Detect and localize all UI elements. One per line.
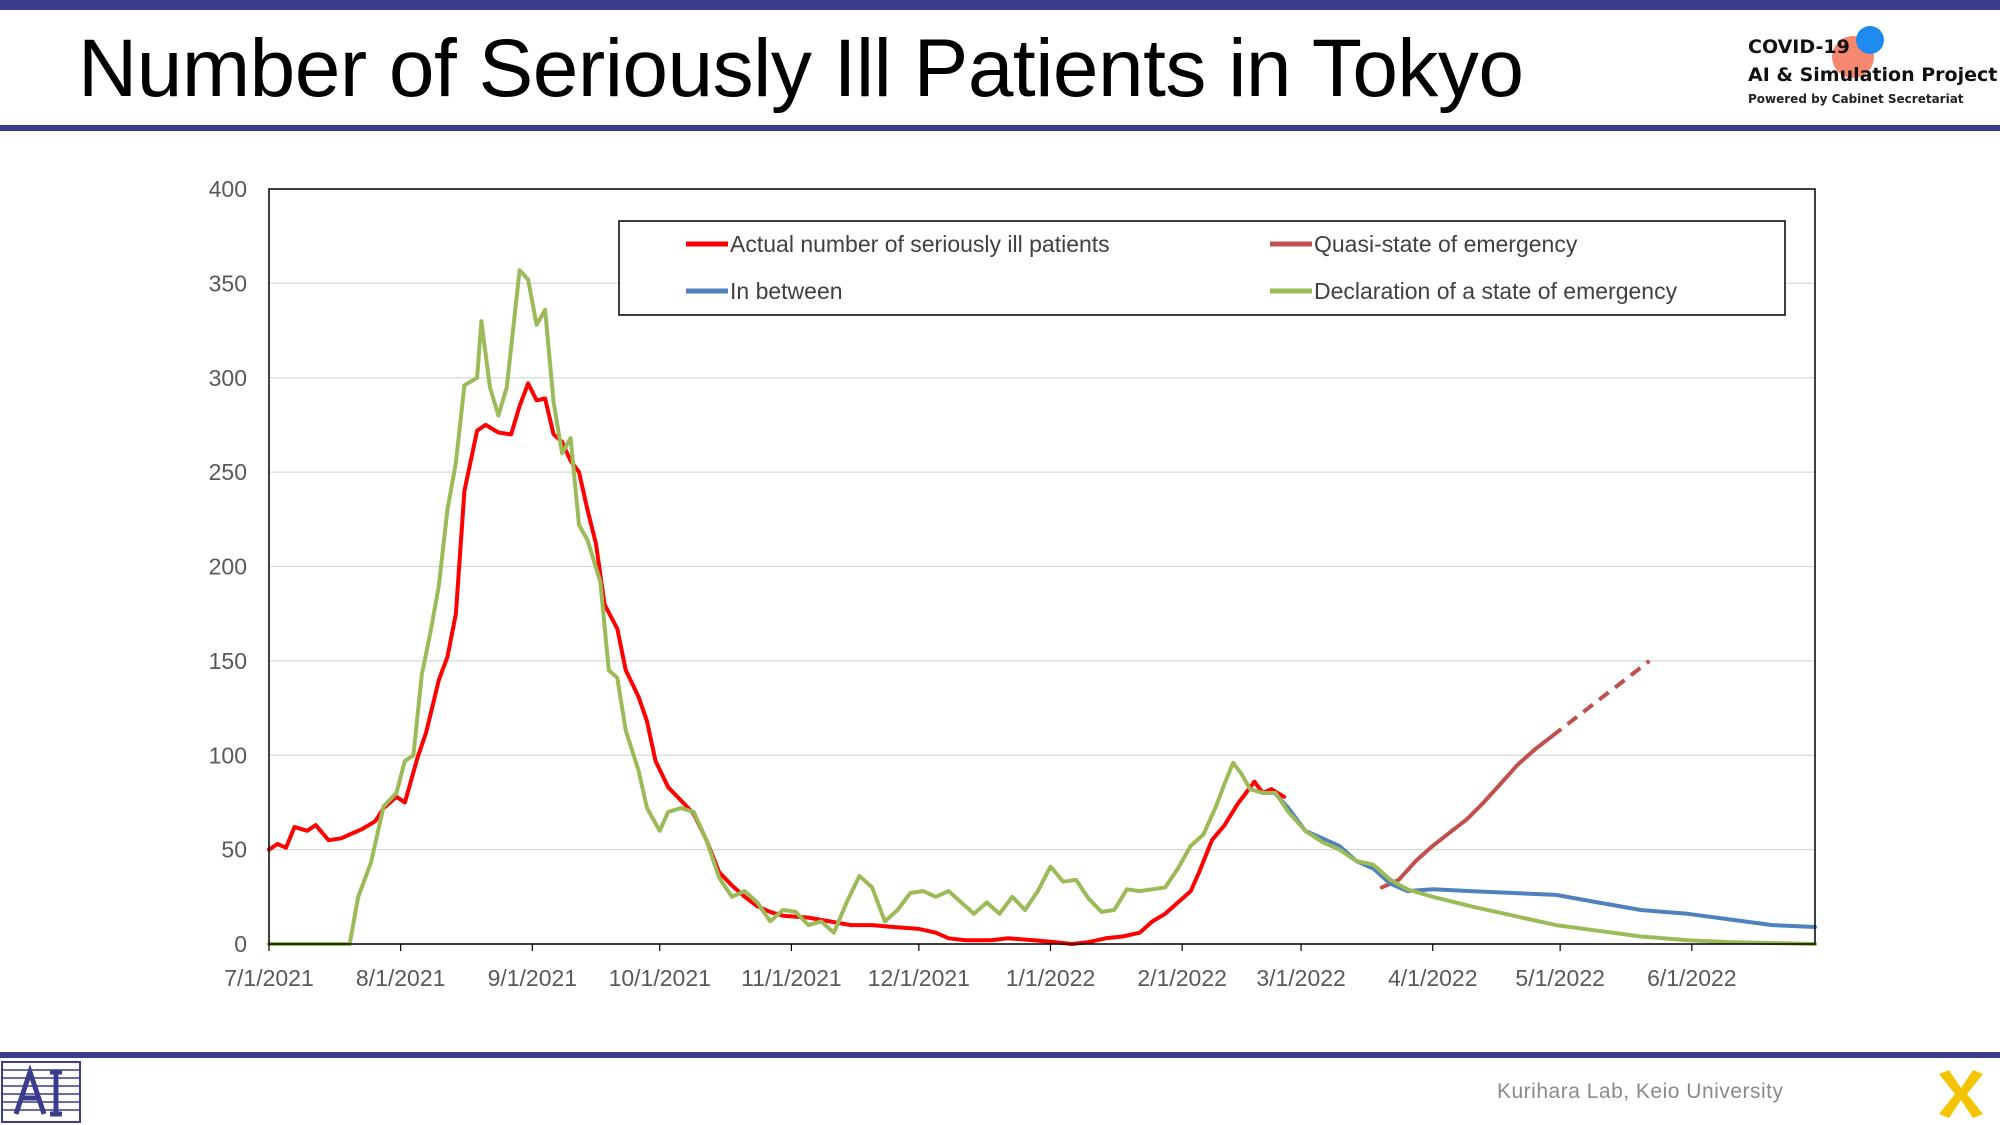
series-line-2 <box>1379 734 1554 890</box>
chart-legend: Actual number of seriously ill patients Q… <box>618 220 1786 316</box>
x-tick-label: 2/1/2022 <box>1137 965 1227 991</box>
x-tick-label: 9/1/2021 <box>488 965 578 991</box>
x-axis-ticks: 7/1/2021 8/1/2021 9/1/2021 10/1/2021 11/1/20… <box>224 944 1737 991</box>
legend-label-2: Quasi-state of emergency <box>1314 231 1578 257</box>
x-tick-label: 12/1/2021 <box>868 965 970 991</box>
y-tick-label: 50 <box>221 837 247 863</box>
y-tick-label: 150 <box>209 648 247 674</box>
x-tick-label: 11/1/2021 <box>741 965 842 991</box>
y-axis-ticks: 0 50 100 150 200 250 300 350 400 <box>209 176 247 957</box>
x-tick-label: 10/1/2021 <box>609 965 711 991</box>
chart-series <box>267 268 1817 946</box>
logo-line-3: Powered by Cabinet Secretariat <box>1748 92 1964 106</box>
legend-label-4: Declaration of a state of emergency <box>1314 278 1678 304</box>
logo-line-2: AI & Simulation Project <box>1748 64 1998 86</box>
y-tick-label: 400 <box>209 176 247 202</box>
series-projection-2 <box>1550 659 1651 738</box>
x-tick-label: 6/1/2022 <box>1647 965 1737 991</box>
y-tick-label: 200 <box>209 554 247 580</box>
plot-area-border <box>268 188 1816 945</box>
logo-line-1: COVID-19 <box>1748 36 1850 58</box>
legend-label-3: In between <box>730 278 843 304</box>
top-accent-bar <box>0 0 2000 10</box>
legend-label-1: Actual number of seriously ill patients <box>730 231 1110 257</box>
series-line-4 <box>267 268 1817 946</box>
footer-credit: Kurihara Lab, Keio University <box>1497 1080 1784 1103</box>
footer-rule <box>0 1052 2000 1058</box>
chart-gridlines <box>269 282 1815 851</box>
blue-dot-icon <box>1856 26 1884 54</box>
x-tick-label: 5/1/2022 <box>1515 965 1605 991</box>
legend-box <box>618 220 1786 316</box>
y-tick-label: 350 <box>209 270 247 296</box>
covid-ai-project-logo: COVID-19 AI & Simulation Project Powered… <box>1746 26 1997 116</box>
series-line-1 <box>267 381 1287 946</box>
yellow-x-logo-icon <box>1939 1070 1983 1118</box>
y-tick-label: 250 <box>209 459 247 485</box>
y-tick-label: 0 <box>234 931 247 957</box>
y-tick-label: 300 <box>209 365 247 391</box>
ai-lab-logo-icon <box>1 1061 81 1123</box>
x-tick-label: 4/1/2022 <box>1388 965 1478 991</box>
slide-title: Number of Seriously Ill Patients in Toky… <box>78 23 1524 114</box>
series-line-3 <box>1269 787 1817 929</box>
x-tick-label: 7/1/2021 <box>224 965 314 991</box>
x-tick-label: 3/1/2022 <box>1256 965 1346 991</box>
x-tick-label: 1/1/2022 <box>1006 965 1096 991</box>
x-tick-label: 8/1/2021 <box>356 965 446 991</box>
title-rule <box>0 125 2000 131</box>
y-tick-label: 100 <box>209 742 247 768</box>
seriously-ill-patients-chart: 0 50 100 150 200 250 300 350 400 7/1/2021 8/1/202… <box>209 176 1817 991</box>
